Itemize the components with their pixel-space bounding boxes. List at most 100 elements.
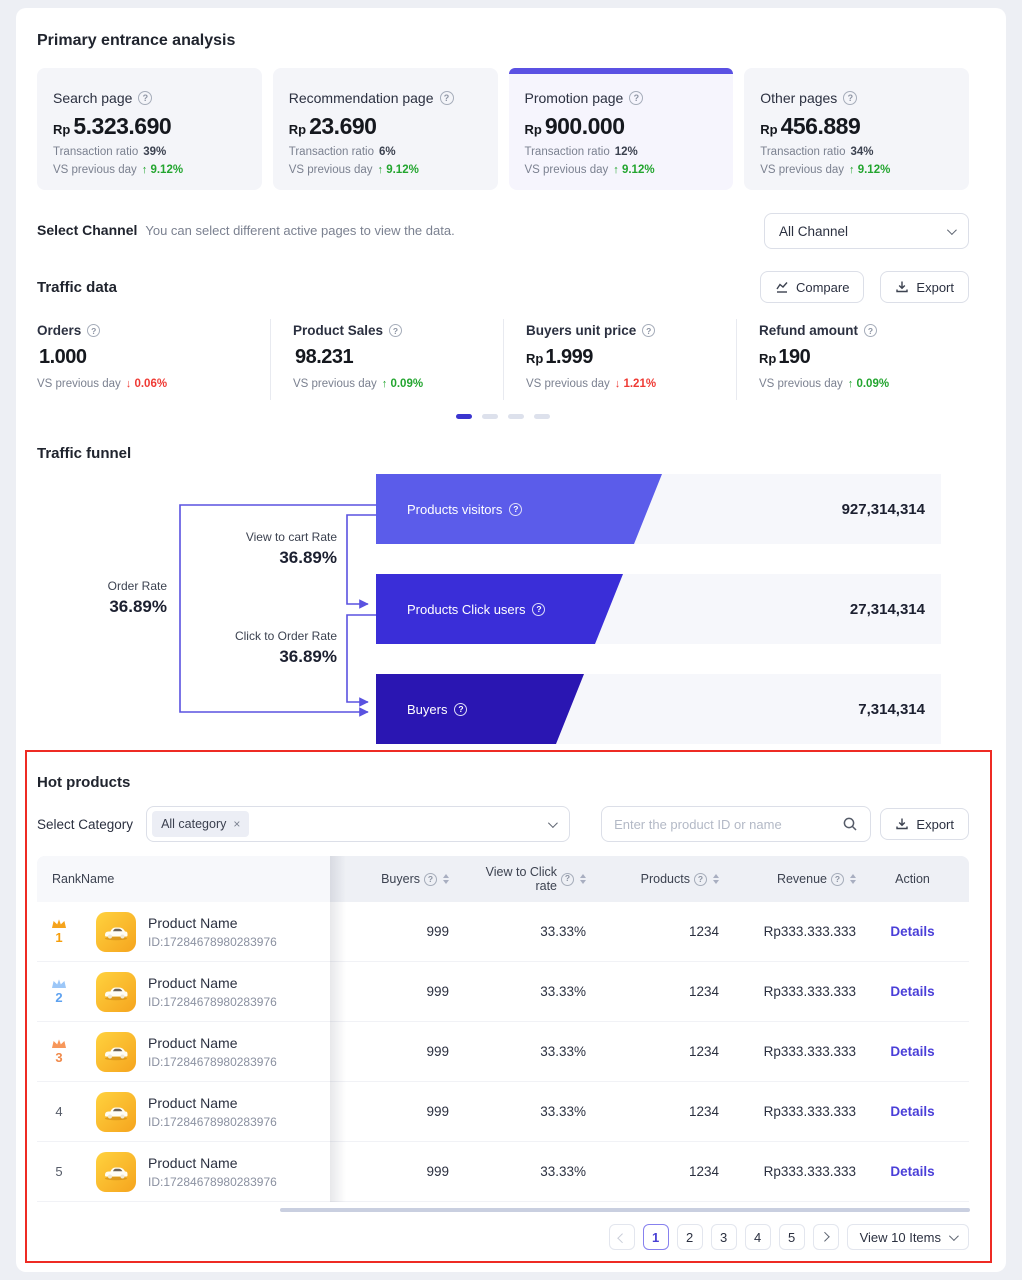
compare-chart-icon — [776, 282, 788, 293]
header-buyers: Buyers? — [330, 856, 449, 902]
page-button-3[interactable]: 3 — [710, 1224, 737, 1250]
select-channel-row: Select Channel You can select different a… — [37, 213, 969, 249]
product-cell[interactable]: Product Name ID:17284678980283976 — [81, 1142, 330, 1201]
carousel-dot-3[interactable] — [508, 414, 524, 419]
help-icon[interactable]: ? — [629, 91, 644, 105]
help-icon[interactable]: ? — [831, 872, 844, 886]
vs-label: VS previous day — [526, 378, 610, 390]
prev-page-button[interactable] — [608, 1224, 635, 1250]
traffic-data-title: Traffic data — [37, 278, 118, 296]
product-cell[interactable]: Product Name ID:17284678980283976 — [81, 1022, 330, 1081]
help-icon[interactable]: ? — [843, 91, 858, 105]
metric-label: Refund amount — [759, 323, 858, 338]
metric-orders: Orders? 1.000 VS previous day ↓ 0.06% — [37, 319, 270, 400]
funnel-stage-products-click-users: Products Click users? 27,314,314 — [376, 574, 941, 644]
export-button[interactable]: Export — [880, 271, 969, 303]
hot-products-export-button[interactable]: Export — [880, 808, 969, 840]
revenue-cell: Rp333.333.333 — [763, 1104, 856, 1119]
product-cell[interactable]: Product Name ID:17284678980283976 — [81, 962, 330, 1021]
view-to-click-cell: 33.33% — [540, 1104, 586, 1119]
currency: Rp — [526, 351, 544, 366]
rate-label: View to cart Rate — [245, 530, 337, 544]
view-to-click-cell: 33.33% — [540, 1044, 586, 1059]
next-page-button[interactable] — [812, 1224, 839, 1250]
help-icon[interactable]: ? — [561, 872, 574, 886]
carousel-dot-2[interactable] — [482, 414, 498, 419]
search-icon[interactable] — [842, 816, 858, 832]
card-label: Search page — [53, 90, 133, 106]
products-cell: 1234 — [688, 924, 719, 939]
page-button-4[interactable]: 4 — [744, 1224, 771, 1250]
help-icon[interactable]: ? — [87, 324, 101, 337]
help-icon[interactable]: ? — [424, 872, 437, 886]
help-icon[interactable]: ? — [864, 324, 877, 337]
change-value: 9.12% — [621, 164, 655, 176]
entrance-card-recommendation-page[interactable]: Recommendation page? Rp 23.690 Transactio… — [272, 68, 498, 190]
product-id: ID:17284678980283976 — [148, 1174, 277, 1189]
close-icon[interactable] — [233, 817, 240, 831]
view-to-click-cell: 33.33% — [540, 1164, 586, 1179]
product-search[interactable] — [601, 806, 872, 842]
page-size-select[interactable]: View 10 Items — [846, 1224, 969, 1250]
help-icon[interactable]: ? — [138, 91, 153, 105]
export-label: Export — [916, 279, 954, 295]
crown-gold-icon — [52, 919, 66, 928]
product-name: Product Name — [148, 914, 238, 931]
page-button-2[interactable]: 2 — [676, 1224, 703, 1250]
horizontal-scrollbar[interactable] — [280, 1208, 970, 1212]
up-arrow-icon: ↑ — [141, 164, 148, 176]
category-select[interactable]: All category — [146, 806, 571, 842]
revenue-cell: Rp333.333.333 — [763, 1164, 856, 1179]
sort-icon[interactable] — [443, 874, 449, 884]
compare-button[interactable]: Compare — [759, 271, 865, 303]
entrance-card-search-page[interactable]: Search page? Rp 5.323.690 Transaction rat… — [37, 68, 262, 190]
help-icon[interactable]: ? — [642, 324, 656, 337]
rank-cell: 4 — [55, 1104, 63, 1119]
download-icon — [896, 818, 909, 830]
revenue-cell: Rp333.333.333 — [763, 984, 856, 999]
header-action: Action — [895, 872, 930, 886]
product-id: ID:17284678980283976 — [148, 1054, 277, 1069]
page-button-5[interactable]: 5 — [778, 1224, 805, 1250]
up-arrow-icon: ↑ — [377, 164, 384, 176]
ratio-value: 12% — [614, 146, 638, 158]
carousel-dot-1[interactable] — [456, 414, 472, 419]
rank-cell: 5 — [55, 1164, 63, 1179]
down-arrow-icon: ↓ — [614, 378, 621, 390]
product-id: ID:17284678980283976 — [148, 1114, 277, 1129]
up-arrow-icon: ↑ — [613, 164, 619, 176]
help-icon[interactable]: ? — [532, 603, 545, 616]
details-link[interactable]: Details — [890, 1164, 935, 1179]
help-icon[interactable]: ? — [439, 91, 454, 105]
details-link[interactable]: Details — [890, 924, 935, 939]
chevron-down-icon — [948, 1230, 959, 1241]
product-id: ID:17284678980283976 — [148, 994, 277, 1009]
carousel-dot-4[interactable] — [534, 414, 550, 419]
carousel-dots — [37, 414, 969, 419]
details-link[interactable]: Details — [890, 984, 935, 999]
rank-cell: 2 — [37, 962, 81, 1021]
entrance-card-other-pages[interactable]: Other pages? Rp 456.889 Transaction ratio… — [744, 68, 969, 190]
page-button-1[interactable]: 1 — [642, 1224, 669, 1250]
sort-icon[interactable] — [580, 874, 586, 884]
help-icon[interactable]: ? — [389, 324, 403, 337]
change-value: 9.12% — [150, 164, 184, 176]
product-cell[interactable]: Product Name ID:17284678980283976 — [81, 1082, 330, 1141]
sort-icon[interactable] — [713, 874, 719, 884]
table-header-row: Rank Name Buyers? View to Click rate? Pr… — [37, 856, 969, 902]
vs-label: VS previous day — [37, 378, 121, 390]
crown-blue-icon — [52, 979, 66, 988]
entrance-card-promotion-page-selected[interactable]: Promotion page? Rp 900.000 Transaction ra… — [508, 68, 734, 190]
details-link[interactable]: Details — [890, 1104, 935, 1119]
vs-label: VS previous day — [293, 378, 377, 390]
help-icon[interactable]: ? — [694, 872, 707, 886]
help-icon[interactable]: ? — [454, 703, 467, 716]
help-icon[interactable]: ? — [509, 503, 522, 516]
channel-select[interactable]: All Channel — [764, 213, 969, 249]
card-value: 900.000 — [544, 113, 625, 139]
product-search-input[interactable] — [614, 816, 843, 832]
details-link[interactable]: Details — [890, 1044, 935, 1059]
sort-icon[interactable] — [850, 874, 856, 884]
rate-value: 36.89% — [279, 647, 337, 666]
product-cell[interactable]: Product Name ID:17284678980283976 — [81, 902, 330, 961]
